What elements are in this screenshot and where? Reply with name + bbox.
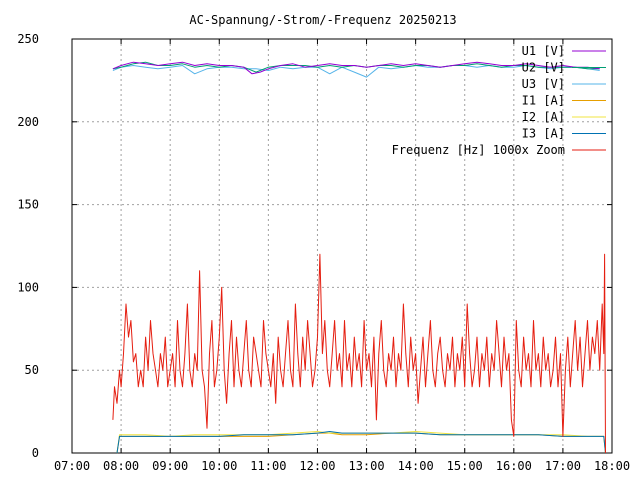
legend-label: Frequenz [Hz] 1000x Zoom [392, 143, 565, 157]
y-tick-label: 50 [25, 363, 39, 377]
series-line-1 [112, 61, 600, 75]
y-tick-label: 100 [17, 280, 39, 294]
x-tick-label: 08:00 [103, 459, 139, 473]
x-tick-label: 10:00 [201, 459, 237, 473]
legend-label: I2 [A] [522, 110, 565, 124]
series-line-6 [116, 431, 606, 454]
chart-title: AC-Spannung/-Strom/-Frequenz 20250213 [189, 13, 456, 27]
x-tick-label: 17:00 [545, 459, 581, 473]
y-tick-label: 200 [17, 115, 39, 129]
x-tick-label: 07:00 [54, 459, 90, 473]
x-tick-label: 09:00 [152, 459, 188, 473]
chart-series-group [112, 61, 606, 454]
series-line-7 [112, 253, 606, 454]
x-tick-label: 14:00 [398, 459, 434, 473]
y-tick-label: 250 [17, 32, 39, 46]
x-tick-label: 15:00 [447, 459, 483, 473]
plot-frame [71, 38, 613, 454]
x-tick-label: 11:00 [250, 459, 286, 473]
legend-label: U1 [V] [522, 44, 565, 58]
legend-label: U3 [V] [522, 77, 565, 91]
y-tick-label: 150 [17, 198, 39, 212]
x-tick-label: 16:00 [496, 459, 532, 473]
chart-axes: 07:00 08:00 09:00 10:00 11:00 12:00 13:00 14:00… [17, 32, 630, 473]
legend-label: I1 [A] [522, 94, 565, 108]
y-tick-label: 0 [32, 446, 39, 460]
legend-label: I3 [A] [522, 127, 565, 141]
chart-legend: U1 [V] U2 [V] U3 [V] I1 [A] I2 [A] I3 [A] Freq… [392, 44, 606, 157]
x-tick-label: 12:00 [299, 459, 335, 473]
x-tick-label: 13:00 [348, 459, 384, 473]
legend-label: U2 [V] [522, 61, 565, 75]
x-tick-label: 18:00 [594, 459, 630, 473]
series-line-3 [112, 65, 600, 78]
